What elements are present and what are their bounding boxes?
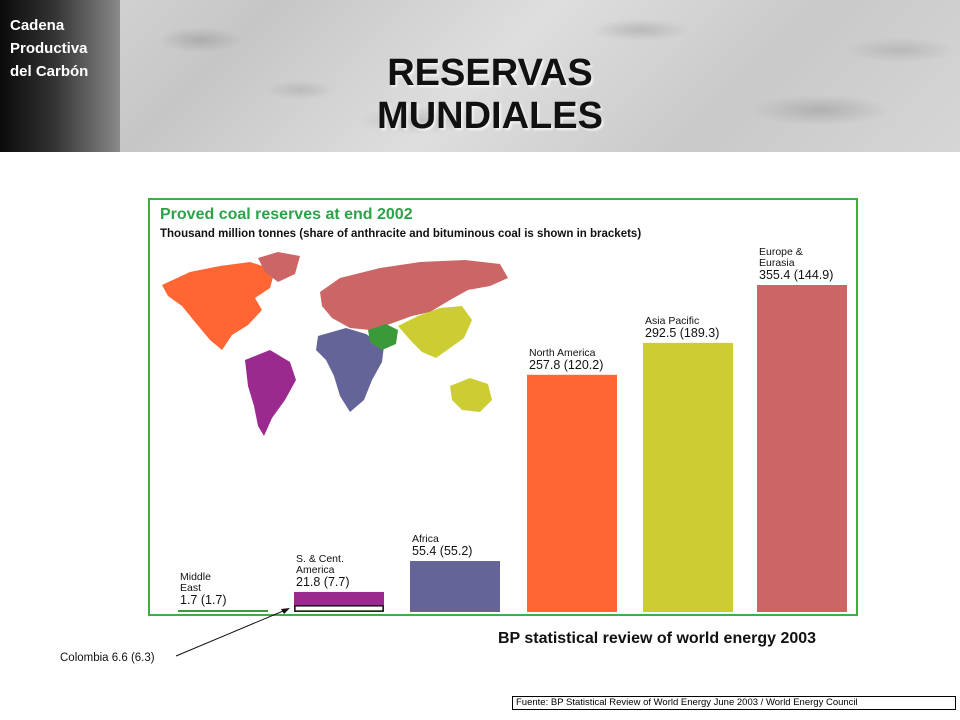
value-label-africa: 55.4 (55.2) [412, 544, 472, 558]
bar-africa [410, 561, 500, 612]
bar-segment-colombia [294, 605, 384, 612]
side-tab-line-3: del Carbón [10, 63, 89, 80]
value-label-europe-eurasia: 355.4 (144.9) [759, 268, 833, 282]
colombia-annotation-label: Colombia 6.6 (6.3) [60, 652, 155, 664]
side-tab: Cadena Productiva del Carbón [0, 0, 120, 152]
value-label-asia-pacific: 292.5 (189.3) [645, 326, 719, 340]
category-label-africa-line-1: Africa [412, 533, 439, 545]
side-tab-line-2: Productiva [10, 40, 88, 57]
map-greenland [258, 252, 300, 282]
map-europe-eurasia [320, 260, 508, 330]
header-banner: Cadena Productiva del Carbón RESERVAS MU… [0, 0, 960, 152]
category-label-asia-pacific-line-1: Asia Pacific [645, 315, 699, 327]
category-label-middle-east-line-2: East [180, 582, 201, 594]
category-label-middle-east-line-1: Middle [180, 571, 211, 583]
colombia-pointer-line [175, 608, 289, 657]
category-label-europe-eurasia-line-1: Europe & [759, 246, 803, 258]
value-label-middle-east: 1.7 (1.7) [180, 593, 227, 607]
chart-subtitle: Thousand million tonnes (share of anthra… [160, 228, 642, 240]
category-label-north-america-line-1: North America [529, 347, 596, 359]
map-south-america [245, 350, 296, 436]
map-africa [316, 328, 384, 412]
category-label-europe-eurasia-line-2: Eurasia [759, 257, 795, 269]
map-north-america [162, 262, 275, 350]
category-label-s-cent-america-line-2: America [296, 564, 335, 576]
category-label-s-cent-america-line-1: S. & Cent. [296, 553, 344, 565]
bar-europe-eurasia [757, 285, 847, 612]
world-map [162, 252, 508, 436]
source-note: Fuente: BP Statistical Review of World E… [512, 696, 956, 710]
bar-asia-pacific [643, 342, 733, 612]
value-label-north-america: 257.8 (120.2) [529, 358, 603, 372]
bp-caption: BP statistical review of world energy 20… [498, 630, 817, 647]
chart-title: Proved coal reserves at end 2002 [160, 206, 413, 223]
page-title: RESERVAS MUNDIALES [377, 52, 603, 137]
side-tab-line-1: Cadena [10, 17, 65, 34]
map-middle-east [368, 324, 398, 350]
value-label-s-cent-america: 21.8 (7.7) [296, 575, 350, 589]
map-asia-pacific [398, 306, 472, 358]
bar-north-america [527, 374, 617, 612]
bar-middle-east [178, 610, 268, 612]
map-australia [450, 378, 492, 412]
chart-panel: 1.7 (1.7) Middle East 21.8 (7.7) S. & Cent. A… [148, 198, 858, 616]
bars-layer [178, 285, 847, 612]
